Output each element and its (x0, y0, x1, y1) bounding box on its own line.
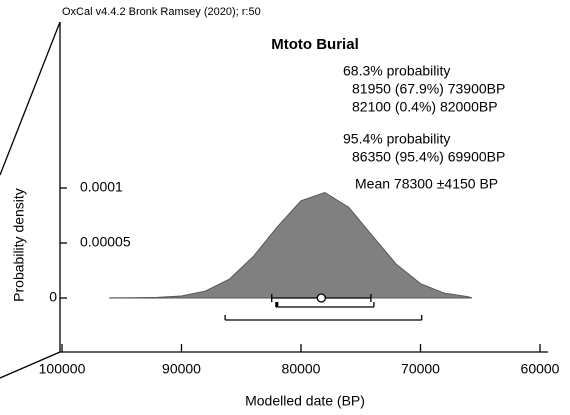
y-tick-label: 0 (49, 289, 57, 305)
y-tick-label: 0.0001 (80, 179, 123, 195)
range-label: 82100 (0.4%) 82000BP (352, 99, 498, 115)
x-axis-label: Modelled date (BP) (245, 393, 365, 409)
x-tick-label: 60000 (521, 361, 560, 377)
connector (0, 21, 61, 176)
y-tick-label: 0.00005 (80, 234, 131, 250)
mean-label: Mean 78300 ±4150 BP (355, 176, 498, 192)
connector (0, 351, 61, 379)
sigma1-label: 68.3% probability (343, 63, 450, 79)
y-axis-label: Probability density (11, 188, 27, 302)
x-tick-label: 100000 (39, 361, 86, 377)
header: OxCal v4.4.2 Bronk Ramsey (2020); r:50 (62, 6, 261, 18)
chart-title: Mtoto Burial (271, 36, 359, 53)
range-label: 86350 (95.4%) 69900BP (352, 149, 505, 165)
range-label: 81950 (67.9%) 73900BP (352, 81, 505, 97)
x-tick-label: 90000 (162, 361, 201, 377)
sigma2-label: 95.4% probability (343, 131, 450, 147)
x-tick-label: 70000 (401, 361, 440, 377)
mean-marker (316, 293, 326, 303)
density-area (109, 191, 473, 299)
x-tick-label: 80000 (282, 361, 321, 377)
